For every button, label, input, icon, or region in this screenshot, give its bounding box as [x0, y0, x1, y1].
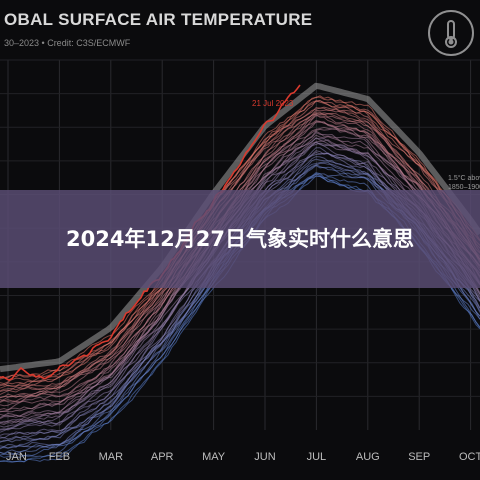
annotation-baseline: 1850–1900 — [448, 184, 480, 191]
chart-subtitle: 30–2023 • Credit: C3S/ECMWF — [4, 38, 131, 48]
x-tick-label: JAN — [6, 451, 27, 463]
x-tick-label: FEB — [49, 451, 70, 463]
ensemble-year-line — [0, 100, 480, 386]
x-tick-label: MAR — [99, 451, 124, 463]
title-overlay-banner: 2024年12月27日气象实时什么意思 — [0, 190, 480, 288]
x-tick-label: AUG — [356, 451, 380, 463]
annotation-threshold: 1.5°C above — [448, 174, 480, 182]
ensemble-year-line — [0, 106, 480, 392]
x-tick-label: SEP — [408, 451, 430, 463]
overlay-title: 2024年12月27日气象实时什么意思 — [66, 226, 414, 251]
thermometer-logo-icon — [428, 10, 474, 56]
x-tick-label: OCT — [459, 451, 480, 463]
x-tick-label: JUL — [307, 451, 327, 463]
x-tick-label: JUN — [254, 451, 275, 463]
x-tick-label: MAY — [202, 451, 226, 463]
ensemble-year-line — [0, 95, 480, 379]
annotation-record-date: 21 Jul 2023 — [252, 99, 294, 108]
x-tick-label: APR — [151, 451, 174, 463]
ensemble-year-line — [0, 109, 480, 396]
chart-title: OBAL SURFACE AIR TEMPERATURE — [4, 10, 313, 29]
historical-envelope-line — [0, 82, 480, 373]
